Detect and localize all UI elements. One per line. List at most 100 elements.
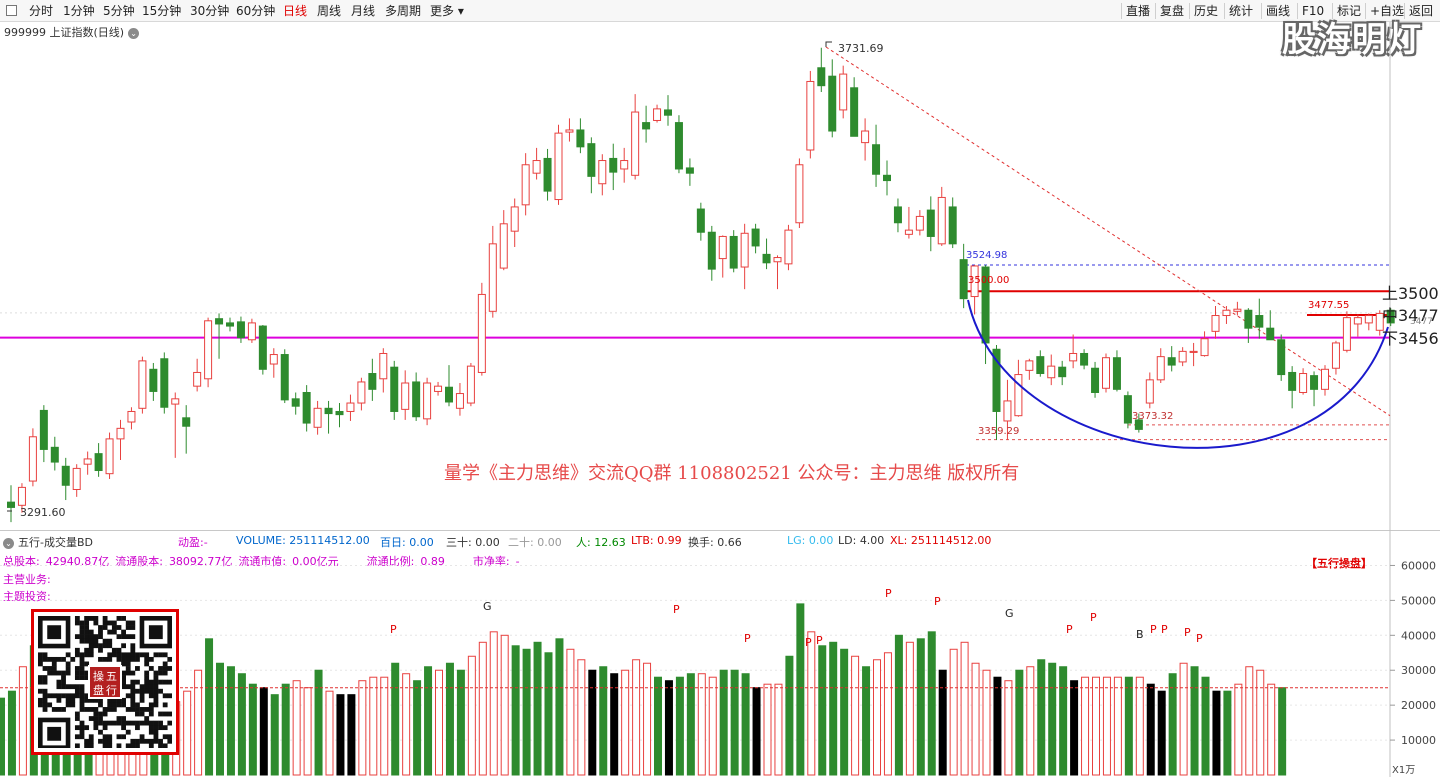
xl-label: XL: (890, 534, 908, 547)
candle (642, 105, 651, 143)
sanshi-value: 0.00 (475, 536, 500, 549)
huanshou-value: 0.66 (717, 536, 742, 549)
period-tab-9[interactable]: 多周期 (385, 4, 422, 18)
candle (280, 349, 289, 404)
candle (554, 124, 563, 205)
candle (970, 264, 979, 315)
volume-bar (1168, 673, 1177, 776)
period-tab-10[interactable]: 更多 ▾ (430, 4, 464, 18)
candle (1003, 379, 1012, 440)
period-tab-2[interactable]: 5分钟 (103, 4, 135, 18)
candle (587, 137, 596, 194)
dongying-value: - (203, 536, 208, 549)
chevron-down-icon[interactable]: ⌄ (3, 537, 14, 549)
bairi-label: 百日: (380, 536, 406, 549)
candle (1299, 368, 1308, 395)
candle (302, 385, 311, 432)
toolbar-button-5[interactable]: F10 (1302, 4, 1325, 18)
toolbar-checkbox[interactable] (6, 5, 17, 16)
period-tab-1[interactable]: 1分钟 (63, 4, 95, 18)
ltb-indicator: LTB: 0.99 (631, 534, 682, 547)
candle (7, 485, 15, 523)
volume-bar (566, 648, 575, 776)
candle (620, 147, 629, 183)
period-tab-0[interactable]: 分时 (29, 4, 54, 18)
volume-bar (1037, 659, 1046, 776)
volume-bar (314, 669, 323, 776)
volume-bar (435, 669, 443, 776)
volume-bar (971, 662, 980, 776)
volume-bar (347, 694, 356, 776)
candle (565, 118, 574, 142)
volume-signal-marker: P (934, 595, 941, 608)
ld-label: LD: (838, 534, 857, 547)
main-business-label: 主营业务: (3, 573, 51, 586)
qr-logo-char: 五 (106, 670, 117, 683)
candle (1255, 298, 1264, 339)
lg-label: LG: (787, 534, 806, 547)
high-price-label: 3731.69 (838, 42, 884, 55)
lg-value: 0.00 (808, 534, 834, 547)
volume-signal-marker: P (390, 623, 397, 636)
volume-bar (478, 641, 487, 776)
period-tab-5[interactable]: 60分钟 (236, 4, 276, 18)
volume-signal-marker: G (1005, 607, 1014, 620)
volume-bar (1135, 676, 1144, 776)
candle (751, 223, 760, 254)
toolbar-button-1[interactable]: 复盘 (1160, 4, 1185, 18)
candle (532, 147, 541, 180)
qr-code: 操五盘行 (31, 609, 179, 755)
watermark-logo: 股海明灯 (1282, 20, 1422, 60)
volume-bar (785, 655, 794, 776)
wuxing-operation-label[interactable]: 【五行操盘】 (1306, 557, 1372, 570)
toolbar-button-0[interactable]: 直播 (1126, 4, 1151, 18)
candle (839, 65, 848, 119)
period-tab-7[interactable]: 周线 (317, 4, 342, 18)
volume-bar (358, 680, 367, 776)
candle (193, 358, 202, 392)
stock-title[interactable]: 999999 上证指数(日线) ⌄ (4, 24, 140, 40)
downtrend-line (825, 46, 1391, 417)
chevron-down-icon[interactable]: ⌄ (128, 27, 140, 39)
candle (434, 381, 443, 396)
volume-bar (380, 676, 389, 776)
toolbar-button-3[interactable]: 统计 (1229, 4, 1254, 18)
volume-bar (938, 669, 947, 776)
candlestick-chart[interactable]: 3731.69 3291.60 3524.98 3500.00 3477.55 3373.… (0, 22, 1440, 530)
period-tab-3[interactable]: 15分钟 (142, 4, 182, 18)
volume-bar (489, 631, 498, 776)
candle (204, 317, 213, 388)
period-tab-8[interactable]: 月线 (351, 4, 376, 18)
stock-title-text: 999999 上证指数(日线) (4, 26, 125, 39)
toolbar-button-4[interactable]: 画线 (1266, 4, 1291, 18)
volume-bar (1157, 690, 1166, 776)
candle (1310, 371, 1319, 407)
toolbar-button-7[interactable]: +自选 (1370, 4, 1405, 18)
toolbar-separator (1189, 3, 1190, 19)
candle (39, 405, 48, 463)
volume-bar (413, 680, 422, 776)
volume-panel-title-group[interactable]: ⌄ 五行-成交量BD (3, 534, 93, 550)
candle (1244, 308, 1253, 343)
candle (335, 403, 344, 428)
candle (83, 451, 92, 475)
ld-value: 4.00 (859, 534, 885, 547)
volume-bar (194, 669, 203, 776)
toolbar-button-8[interactable]: 返回 (1409, 4, 1434, 18)
period-tab-6[interactable]: 日线 (283, 4, 308, 18)
volume-bar (522, 648, 531, 776)
candle (171, 392, 180, 458)
candle (499, 210, 508, 271)
volume-panel-header: ⌄ 五行-成交量BD 动盈:- VOLUME: 251114512.00 百日: … (0, 531, 1390, 549)
candle (1156, 348, 1165, 384)
volume-bar (1267, 683, 1276, 776)
period-tab-4[interactable]: 30分钟 (190, 4, 230, 18)
candle (1145, 372, 1154, 409)
volume-bar (664, 680, 673, 776)
toolbar-button-2[interactable]: 历史 (1194, 4, 1219, 18)
toolbar-button-6[interactable]: 标记 (1337, 4, 1362, 18)
candle (872, 124, 881, 187)
volume-bar (1190, 666, 1199, 776)
volume-bar (248, 683, 257, 776)
